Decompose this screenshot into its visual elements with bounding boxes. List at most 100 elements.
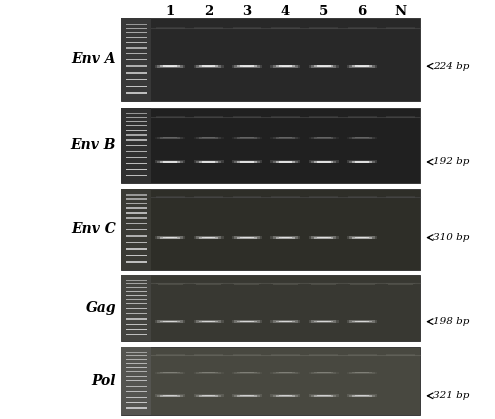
Bar xyxy=(163,137,177,138)
Bar xyxy=(157,372,183,374)
Bar xyxy=(199,65,218,67)
Bar xyxy=(273,161,298,163)
Bar xyxy=(237,395,257,397)
Bar xyxy=(126,303,147,304)
Bar xyxy=(355,372,369,373)
Bar xyxy=(234,372,260,374)
Bar xyxy=(196,395,221,397)
Bar xyxy=(282,237,289,238)
Bar xyxy=(160,236,180,239)
Text: Env B: Env B xyxy=(71,138,116,153)
Bar xyxy=(126,402,147,403)
Bar xyxy=(155,160,185,163)
Text: Env A: Env A xyxy=(72,52,116,67)
Bar xyxy=(271,354,300,356)
Bar xyxy=(273,372,298,374)
Bar xyxy=(317,237,331,238)
Bar xyxy=(232,236,262,239)
Bar xyxy=(309,354,338,356)
Bar xyxy=(234,161,260,163)
Text: 192 bp: 192 bp xyxy=(433,158,469,166)
Bar xyxy=(196,372,221,374)
Text: Pol: Pol xyxy=(92,374,116,388)
Bar xyxy=(126,207,147,209)
Bar xyxy=(126,169,147,170)
Bar xyxy=(194,65,224,68)
Bar xyxy=(355,237,369,238)
Bar xyxy=(196,321,221,323)
Bar xyxy=(126,113,147,114)
Bar xyxy=(126,212,147,214)
Bar xyxy=(126,329,147,330)
Bar xyxy=(386,282,415,284)
Bar xyxy=(317,395,331,396)
Bar xyxy=(121,18,420,101)
Bar xyxy=(155,394,185,397)
Bar xyxy=(121,275,420,341)
Text: 224 bp: 224 bp xyxy=(433,62,469,71)
Bar xyxy=(240,65,254,67)
Bar xyxy=(202,237,215,238)
Bar xyxy=(126,318,147,320)
Bar xyxy=(126,202,147,204)
Bar xyxy=(358,372,366,373)
Bar xyxy=(240,161,254,163)
Text: 6: 6 xyxy=(357,5,367,18)
Text: 2: 2 xyxy=(204,5,213,18)
Bar xyxy=(271,116,300,118)
Bar xyxy=(317,161,331,163)
Bar xyxy=(279,237,292,238)
Bar xyxy=(121,189,151,270)
Bar xyxy=(234,65,260,67)
Bar xyxy=(233,354,261,356)
Bar xyxy=(237,236,257,239)
Bar xyxy=(232,320,262,323)
Bar xyxy=(270,320,300,323)
Bar xyxy=(309,372,339,374)
Bar xyxy=(121,108,420,183)
Bar xyxy=(196,284,221,285)
Text: Env C: Env C xyxy=(72,222,116,236)
Bar xyxy=(276,395,295,397)
Bar xyxy=(126,308,147,309)
Bar xyxy=(194,354,223,356)
Bar xyxy=(276,372,295,373)
Bar xyxy=(232,394,262,397)
Bar xyxy=(240,237,254,238)
Bar xyxy=(279,161,292,163)
Bar xyxy=(309,116,338,118)
Bar xyxy=(194,160,224,163)
Bar xyxy=(317,321,331,322)
Bar xyxy=(126,287,147,288)
Bar xyxy=(270,372,300,374)
Bar xyxy=(352,65,372,67)
Text: Gag: Gag xyxy=(86,301,116,316)
Bar xyxy=(126,313,147,314)
Bar xyxy=(156,282,185,284)
Bar xyxy=(126,157,147,158)
Bar xyxy=(166,237,174,238)
Bar xyxy=(349,284,375,285)
Bar xyxy=(388,284,413,285)
Bar xyxy=(126,371,147,372)
Bar xyxy=(194,394,224,397)
Bar xyxy=(386,196,415,198)
Bar xyxy=(235,284,259,285)
Bar xyxy=(126,129,147,131)
Bar xyxy=(232,372,262,374)
Bar xyxy=(233,196,261,198)
Bar xyxy=(126,359,147,360)
Bar xyxy=(202,372,215,373)
Bar xyxy=(166,162,174,163)
Bar xyxy=(126,65,147,67)
Bar xyxy=(282,321,289,322)
Bar xyxy=(347,320,377,323)
Bar xyxy=(240,372,254,373)
Bar xyxy=(352,236,372,239)
Bar xyxy=(311,321,337,323)
Bar xyxy=(126,229,147,230)
Bar xyxy=(352,161,372,163)
Bar xyxy=(273,236,298,239)
Bar xyxy=(237,161,257,163)
Bar xyxy=(347,160,377,163)
